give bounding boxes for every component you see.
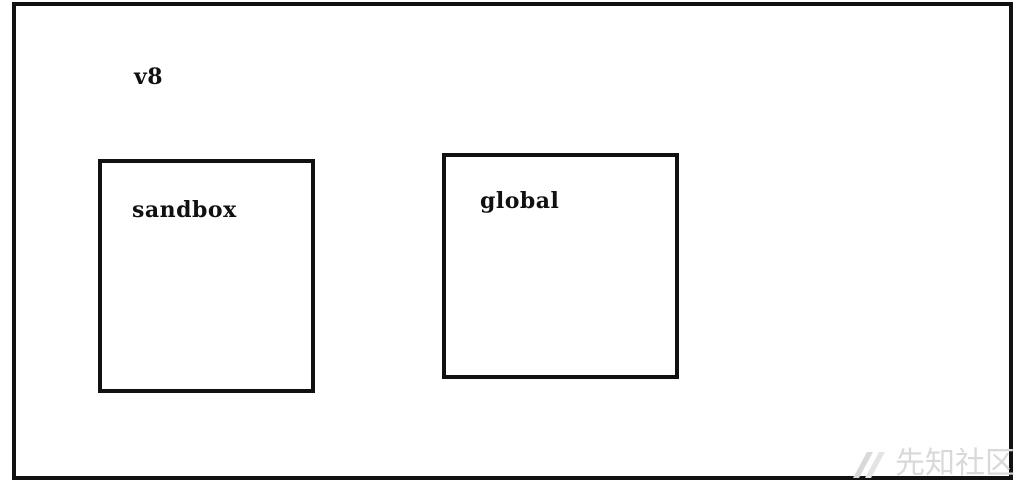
xianzhi-logo-icon bbox=[853, 452, 885, 478]
sandbox-box bbox=[98, 159, 315, 393]
watermark-text: 先知社区 bbox=[895, 446, 1015, 481]
sandbox-label: sandbox bbox=[132, 197, 237, 223]
watermark: 先知社区 bbox=[849, 446, 1015, 482]
v8-label: v8 bbox=[134, 64, 164, 90]
global-label: global bbox=[480, 188, 560, 214]
global-box bbox=[442, 153, 679, 379]
